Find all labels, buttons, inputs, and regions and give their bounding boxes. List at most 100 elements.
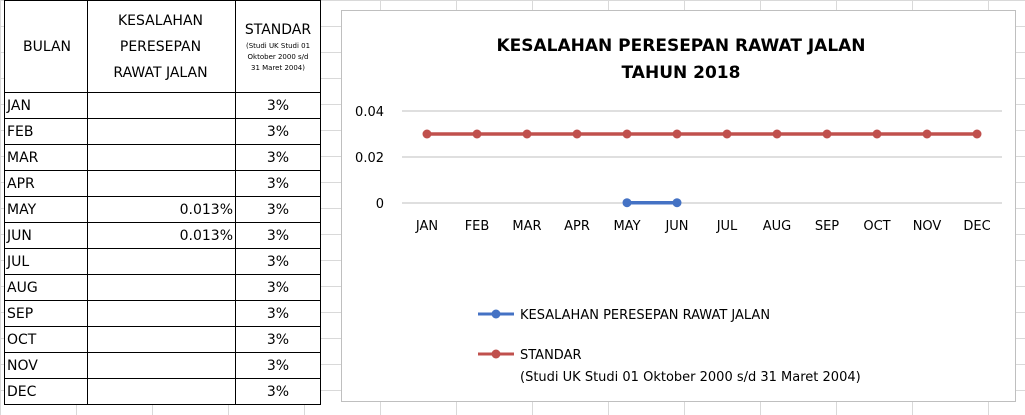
cell-standar[interactable]: 3% xyxy=(235,274,321,301)
cell-bulan[interactable]: APR xyxy=(4,170,88,197)
legend-marker-standar xyxy=(491,349,501,359)
header-row: BULAN KESALAHAN PERESEPAN RAWAT JALAN ST… xyxy=(4,0,321,93)
table-row: APR 3% xyxy=(4,170,321,197)
x-tick-label: JUN xyxy=(664,219,688,234)
x-tick-label: FEB xyxy=(465,219,490,234)
table-row: DEC 3% xyxy=(4,378,321,405)
data-point-standar xyxy=(722,129,732,139)
data-point-standar xyxy=(922,129,932,139)
cell-standar[interactable]: 3% xyxy=(235,222,321,249)
x-tick-label: JAN xyxy=(415,219,438,234)
x-tick-label: JUL xyxy=(716,219,738,234)
cell-bulan[interactable]: AUG xyxy=(4,274,88,301)
cell-standar[interactable]: 3% xyxy=(235,118,321,145)
cell-bulan[interactable]: MAY xyxy=(4,196,88,223)
table-row: AUG 3% xyxy=(4,274,321,301)
legend-label-kesalahan: KESALAHAN PERESEPAN RAWAT JALAN xyxy=(520,308,770,323)
header-kesalahan-line3: RAWAT JALAN xyxy=(113,64,208,81)
cell-bulan[interactable]: MAR xyxy=(4,144,88,171)
line-chart: KESALAHAN PERESEPAN RAWAT JALAN TAHUN 20… xyxy=(355,36,1002,385)
table-row: MAY 0.013% 3% xyxy=(4,196,321,223)
cell-kesalahan[interactable] xyxy=(87,378,236,405)
x-tick-label: MAR xyxy=(512,219,541,234)
cell-standar[interactable]: 3% xyxy=(235,92,321,119)
data-point-standar xyxy=(972,129,982,139)
cell-standar[interactable]: 3% xyxy=(235,378,321,405)
header-bulan-label: BULAN xyxy=(22,38,72,55)
cell-kesalahan[interactable] xyxy=(87,274,236,301)
header-kesalahan[interactable]: KESALAHAN PERESEPAN RAWAT JALAN xyxy=(87,0,236,93)
y-tick-label: 0 xyxy=(376,197,384,212)
legend-label-standar: STANDAR xyxy=(520,348,582,363)
cell-bulan[interactable]: DEC xyxy=(4,378,88,405)
x-tick-label: NOV xyxy=(913,219,942,234)
data-point-standar xyxy=(472,129,482,139)
cell-standar[interactable]: 3% xyxy=(235,300,321,327)
y-tick-label: 0.02 xyxy=(355,151,384,166)
data-point-standar xyxy=(572,129,582,139)
cell-standar[interactable]: 3% xyxy=(235,352,321,379)
table-row: NOV 3% xyxy=(4,352,321,379)
data-point-standar xyxy=(622,129,632,139)
data-point-standar xyxy=(872,129,882,139)
data-point-standar xyxy=(672,129,682,139)
cell-kesalahan[interactable] xyxy=(87,352,236,379)
header-standar-sub1: (Studi UK Studi 01 xyxy=(245,42,311,50)
data-point-kesalahan xyxy=(672,198,682,208)
table-row: JUL 3% xyxy=(4,248,321,275)
data-point-standar xyxy=(822,129,832,139)
cell-kesalahan[interactable]: 0.013% xyxy=(87,222,236,249)
header-standar-sub3: 31 Maret 2004) xyxy=(250,64,305,72)
cell-bulan[interactable]: OCT xyxy=(4,326,88,353)
x-tick-label: APR xyxy=(564,219,590,234)
cell-standar[interactable]: 3% xyxy=(235,326,321,353)
table-row: SEP 3% xyxy=(4,300,321,327)
table-row: JAN 3% xyxy=(4,92,321,119)
cell-standar[interactable]: 3% xyxy=(235,248,321,275)
cell-kesalahan[interactable] xyxy=(87,300,236,327)
header-bulan[interactable]: BULAN xyxy=(4,0,88,93)
x-tick-label: DEC xyxy=(963,219,990,234)
header-standar[interactable]: STANDAR (Studi UK Studi 01 Oktober 2000 … xyxy=(235,0,321,93)
chart-legend: KESALAHAN PERESEPAN RAWAT JALAN STANDAR … xyxy=(478,308,861,385)
cell-bulan[interactable]: SEP xyxy=(4,300,88,327)
table-row: JUN 0.013% 3% xyxy=(4,222,321,249)
cell-kesalahan[interactable] xyxy=(87,248,236,275)
header-kesalahan-line2: PERESEPAN xyxy=(119,38,202,55)
y-tick-label: 0.04 xyxy=(355,105,384,120)
data-point-standar xyxy=(772,129,782,139)
x-tick-label: OCT xyxy=(863,219,890,234)
header-standar-sub2: Oktober 2000 s/d xyxy=(247,53,309,61)
header-standar-label: STANDAR xyxy=(244,22,312,38)
data-table: BULAN KESALAHAN PERESEPAN RAWAT JALAN ST… xyxy=(4,0,321,405)
cell-standar[interactable]: 3% xyxy=(235,196,321,223)
x-tick-label: AUG xyxy=(763,219,791,234)
legend-marker-kesalahan xyxy=(491,309,501,319)
cell-kesalahan[interactable] xyxy=(87,326,236,353)
data-point-kesalahan xyxy=(622,198,632,208)
cell-bulan[interactable]: JUN xyxy=(4,222,88,249)
x-tick-label: SEP xyxy=(815,219,839,234)
table-row: FEB 3% xyxy=(4,118,321,145)
cell-kesalahan[interactable] xyxy=(87,92,236,119)
cell-kesalahan[interactable] xyxy=(87,170,236,197)
legend-label-standar-source: (Studi UK Studi 01 Oktober 2000 s/d 31 M… xyxy=(520,370,861,385)
cell-kesalahan[interactable] xyxy=(87,144,236,171)
cell-standar[interactable]: 3% xyxy=(235,170,321,197)
table-row: OCT 3% xyxy=(4,326,321,353)
cell-bulan[interactable]: FEB xyxy=(4,118,88,145)
chart-title-line1: KESALAHAN PERESEPAN RAWAT JALAN xyxy=(496,36,865,56)
x-tick-label: MAY xyxy=(613,219,640,234)
cell-bulan[interactable]: JAN xyxy=(4,92,88,119)
cell-bulan[interactable]: NOV xyxy=(4,352,88,379)
cell-bulan[interactable]: JUL xyxy=(4,248,88,275)
data-point-standar xyxy=(522,129,532,139)
chart-title-line2: TAHUN 2018 xyxy=(622,63,741,83)
data-point-standar xyxy=(422,129,432,139)
header-kesalahan-line1: KESALAHAN xyxy=(117,12,204,29)
cell-standar[interactable]: 3% xyxy=(235,144,321,171)
table-row: MAR 3% xyxy=(4,144,321,171)
chart-area[interactable]: KESALAHAN PERESEPAN RAWAT JALAN TAHUN 20… xyxy=(341,10,1016,402)
cell-kesalahan[interactable] xyxy=(87,118,236,145)
cell-kesalahan[interactable]: 0.013% xyxy=(87,196,236,223)
